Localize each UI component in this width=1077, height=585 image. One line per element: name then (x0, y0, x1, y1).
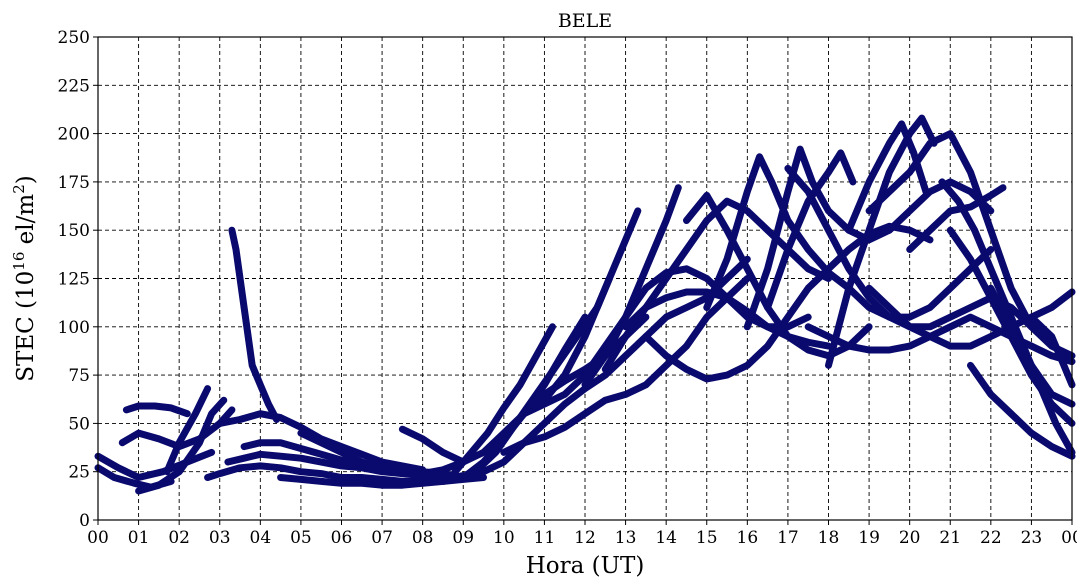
y-axis-title-exponent: 16 (10, 252, 28, 271)
x-tick-label: 18 (818, 528, 840, 548)
x-tick-label: 00 (1061, 528, 1077, 548)
satellite-track-series (703, 153, 995, 321)
satellite-track-series (540, 207, 642, 404)
x-tick-label: 00 (87, 528, 109, 548)
satellite-track-series (163, 385, 212, 476)
y-tick-label: 225 (58, 76, 90, 96)
satellite-track-series (804, 313, 1076, 366)
satellite-track-series (224, 450, 483, 481)
satellite-track-series (1027, 313, 1076, 389)
x-tick-label: 22 (980, 528, 1002, 548)
satellite-track-series (581, 184, 682, 389)
y-tick-label: 75 (68, 366, 90, 386)
satellite-track-series (228, 226, 281, 423)
y-tick-label: 250 (58, 28, 90, 48)
x-tick-label: 12 (574, 528, 596, 548)
satellite-track-series (683, 191, 873, 360)
x-tick-label: 14 (655, 528, 677, 548)
x-tick-label: 23 (1021, 528, 1043, 548)
satellite-track-series (946, 226, 1076, 427)
x-tick-label: 19 (858, 528, 880, 548)
satellite-track-series (642, 222, 934, 383)
satellite-track-series (865, 130, 1076, 360)
y-tick-label: 150 (58, 221, 90, 241)
satellite-track-series (825, 114, 938, 369)
satellite-track-series (865, 284, 1076, 350)
satellite-track-series (122, 402, 191, 418)
y-tick-label: 0 (79, 511, 90, 531)
x-tick-label: 09 (452, 528, 474, 548)
satellite-track-series (135, 396, 228, 495)
satellite-track-series (439, 255, 751, 485)
y-tick-label: 125 (58, 270, 90, 290)
chart-title: BELE (558, 10, 612, 32)
x-tick-label: 20 (899, 528, 921, 548)
satellite-track-series (500, 275, 751, 456)
satellite-track-series (967, 361, 1076, 460)
x-tick-label: 06 (331, 528, 353, 548)
x-tick-label: 10 (493, 528, 515, 548)
x-tick-label: 13 (615, 528, 637, 548)
y-axis-title-unit: el/m (13, 194, 39, 252)
satellite-track-series (94, 448, 216, 481)
x-tick-label: 04 (250, 528, 272, 548)
y-axis: 0 25 50 75 100 125 150 175 200 225 250 (58, 28, 98, 531)
y-tick-label: 175 (58, 173, 90, 193)
x-tick-label: 02 (168, 528, 190, 548)
y-tick-label: 50 (68, 414, 90, 434)
x-tick-label: 03 (209, 528, 231, 548)
y-axis-title-main: STEC (10 (13, 271, 39, 382)
x-tick-label: 01 (128, 528, 150, 548)
y-tick-label: 25 (68, 463, 90, 483)
satellite-track-series (764, 149, 857, 311)
x-tick-label: 08 (412, 528, 434, 548)
x-tick-label: 11 (534, 528, 556, 548)
satellite-track-series (451, 323, 556, 476)
satellite-track-series (938, 178, 1076, 456)
x-axis: 00 01 02 03 04 05 06 07 08 09 10 11 12 13 14 15 16 17 18 19… (87, 520, 1077, 548)
x-tick-label: 15 (696, 528, 718, 548)
y-tick-label: 100 (58, 318, 90, 338)
data-series-group (94, 114, 1076, 495)
y-axis-title: STEC (1016 el/m2) (10, 175, 39, 382)
satellite-track-series (297, 429, 467, 478)
y-axis-title-unit-exponent: 2 (10, 184, 28, 194)
satellite-track-series (987, 284, 1076, 408)
x-tick-label: 16 (737, 528, 759, 548)
y-axis-title-close: ) (13, 175, 39, 184)
x-tick-label: 05 (290, 528, 312, 548)
y-tick-label: 200 (58, 125, 90, 145)
x-tick-label: 21 (939, 528, 961, 548)
x-tick-label: 17 (777, 528, 799, 548)
x-axis-title: Hora (UT) (526, 553, 645, 579)
x-tick-label: 07 (371, 528, 393, 548)
